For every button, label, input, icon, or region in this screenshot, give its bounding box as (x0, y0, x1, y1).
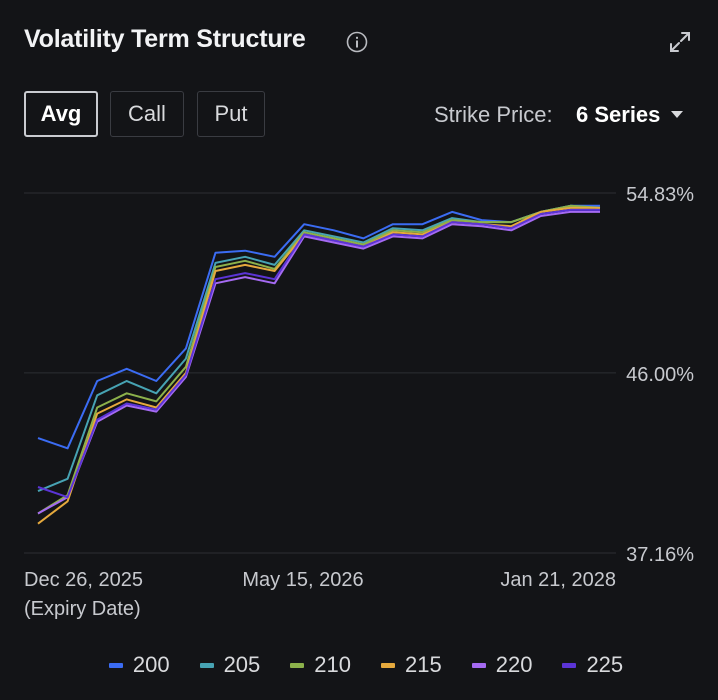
legend-label: 200 (132, 652, 170, 677)
legend-item-215[interactable]: 215 (381, 652, 442, 678)
legend-item-220[interactable]: 220 (471, 652, 533, 678)
y-tick-label: 46.00% (626, 364, 694, 386)
tab-put[interactable]: Put (197, 91, 265, 137)
x-tick-label: Jan 21, 2028 (500, 569, 616, 591)
legend-label: 205 (223, 652, 261, 677)
legend-swatch (108, 662, 123, 668)
x-axis-label: (Expiry Date) (24, 598, 141, 620)
series-line-210[interactable] (37, 204, 601, 515)
legend-swatch (381, 662, 395, 668)
legend-label: 210 (314, 652, 351, 677)
strike-series-select[interactable]: 6 Series (576, 102, 661, 127)
legend: 200 205 210 215 220 225 (0, 652, 718, 678)
series-line-200[interactable] (37, 204, 600, 450)
legend-swatch (471, 662, 486, 668)
series-line-215[interactable] (37, 206, 600, 525)
legend-swatch (290, 662, 305, 668)
tab-avg[interactable]: Avg (24, 91, 98, 137)
series-line-205[interactable] (37, 204, 601, 493)
y-tick-label: 37.16% (626, 544, 694, 566)
legend-label: 225 (586, 652, 624, 677)
series-line-220[interactable] (37, 210, 600, 515)
legend-item-210[interactable]: 210 (290, 652, 351, 678)
legend-item-205[interactable]: 205 (199, 652, 261, 678)
tab-call[interactable]: Call (110, 91, 184, 137)
legend-label: 215 (405, 652, 442, 677)
caret-down-icon[interactable] (671, 111, 683, 119)
legend-item-200[interactable]: 200 (108, 652, 170, 678)
expand-icon[interactable] (667, 29, 693, 55)
page-title: Volatility Term Structure (24, 25, 306, 53)
legend-swatch (199, 662, 214, 668)
x-tick-label: May 15, 2026 (242, 569, 363, 591)
legend-item-225[interactable]: 225 (562, 652, 623, 678)
legend-swatch (562, 662, 577, 668)
legend-label: 220 (495, 652, 533, 677)
strike-price-label: Strike Price: (434, 102, 553, 127)
x-tick-label: Dec 26, 2025 (24, 569, 143, 591)
info-icon[interactable] (346, 31, 368, 53)
y-tick-label: 54.83% (626, 184, 694, 206)
series-line-225[interactable] (37, 208, 600, 499)
